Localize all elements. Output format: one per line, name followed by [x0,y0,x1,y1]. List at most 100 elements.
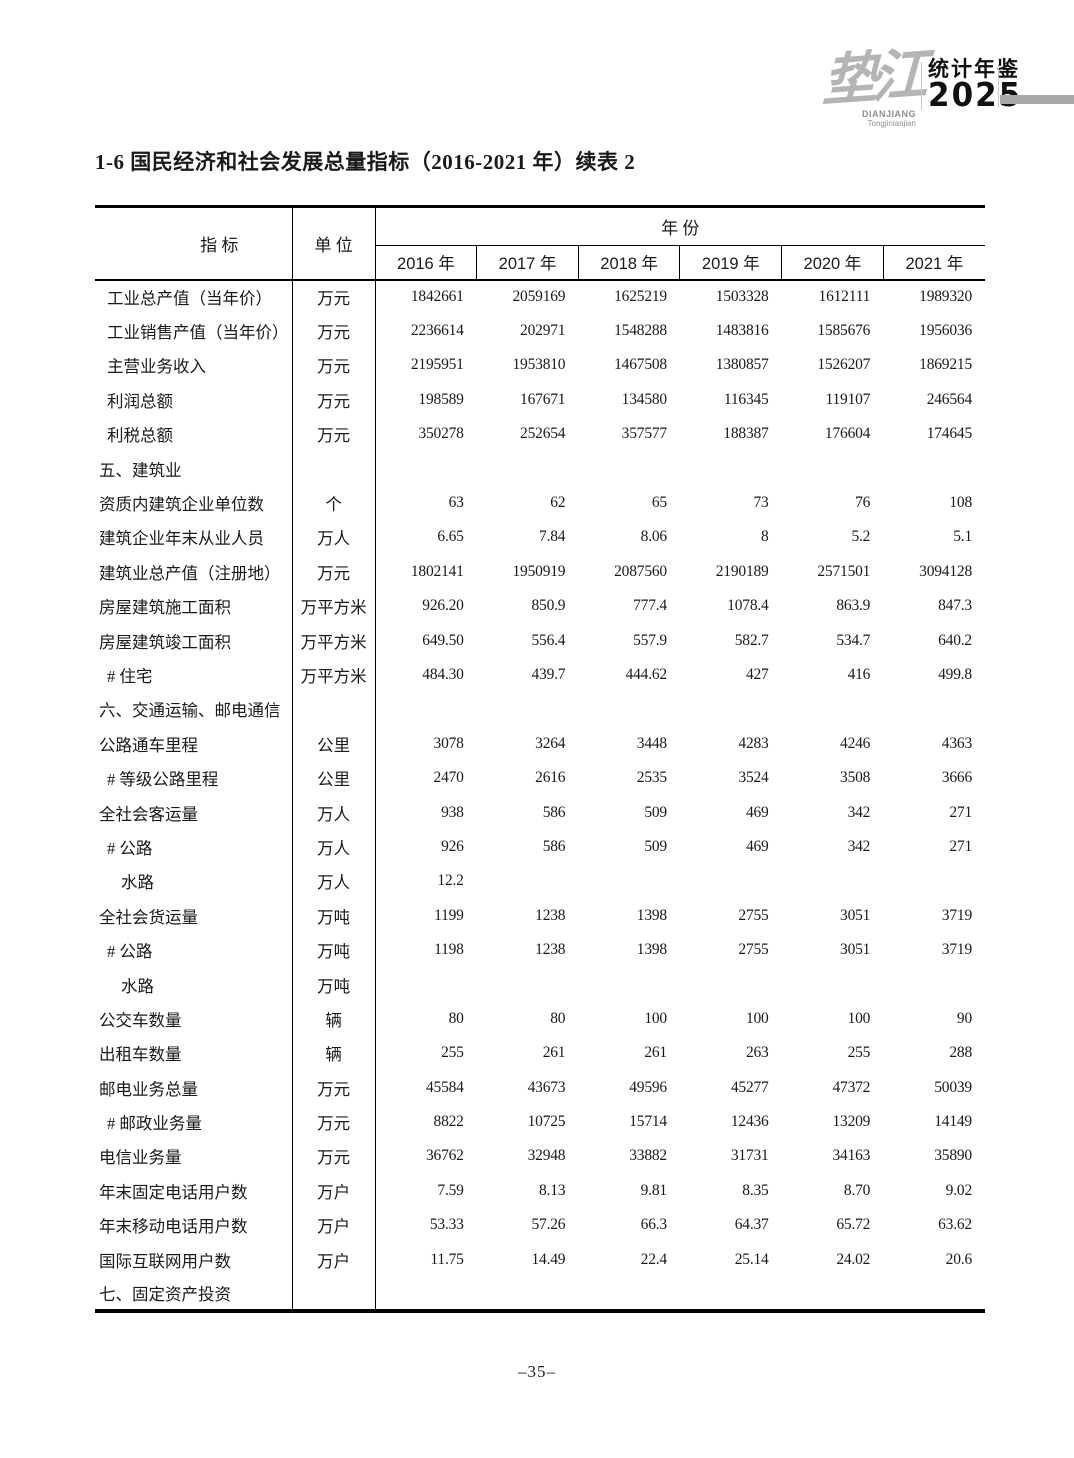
value-cell: 938 [441,803,464,821]
value-cell: 15714 [629,1113,667,1131]
value-cell: 3524 [738,769,769,787]
value-cell: 271 [949,803,972,821]
value-cell [375,692,477,726]
value-cell: 1956036 [919,322,972,340]
value-cell: 342 [847,837,871,855]
logo-right-divider [998,64,999,108]
indicator-label: 五、建筑业 [95,451,293,486]
indicator-label: 水路 [95,967,293,1002]
value-cell: 252654 [520,425,566,443]
indicator-label: # 等级公路里程 [95,760,293,796]
value-cell: 357577 [621,425,668,443]
value-cell: 850.9 [531,597,566,615]
table-row: 建筑企业年末从业人员 万人 6.65 7.84 8.06 8 5.2 5.1 [95,520,985,555]
year-header-2017: 2017 年 [476,245,579,281]
value-cell [477,864,579,898]
year-group-header: 年 份 [375,206,985,246]
value-cell: 7.59 [437,1181,464,1199]
year-header-2019: 2019 年 [679,245,783,281]
value-cell [680,967,782,1001]
value-cell: 2236614 [410,322,464,340]
value-cell: 263 [745,1044,769,1062]
value-cell [782,692,884,726]
value-cell: 288 [949,1044,972,1062]
value-cell: 640.2 [938,631,972,649]
statistics-table: 指 标 单 位 年 份 2016 年 2017 年 2018 年 2019 年 … [95,205,985,1314]
value-cell [578,864,680,898]
value-cell: 49596 [629,1078,667,1096]
value-cell: 13209 [832,1113,871,1131]
table-row: 国际互联网用户数 万户 11.75 14.49 22.4 25.14 24.02 20.6 [95,1242,985,1277]
table-row: # 住宅 万平方米 484.30 439.7 444.62 427 416 499.8 [95,657,985,693]
value-cell: 3719 [941,906,972,924]
value-cell: 119107 [825,390,871,408]
value-cell: 2755 [738,906,769,924]
page-number: –35– [518,1362,556,1381]
value-cell: 6.65 [437,528,464,546]
table-row: 六、交通运输、邮电通信 [95,692,985,727]
table-row: 全社会货运量 万吨 1199 1238 1398 2755 3051 3719 [95,898,985,933]
table-row: 公路通车里程 公里 3078 3264 3448 4283 4246 4363 [95,726,985,761]
value-cell: 14149 [934,1113,972,1131]
value-cell: 47372 [832,1078,871,1096]
indicator-label: 电信业务量 [95,1139,293,1174]
unit-cell: 万吨 [292,967,376,1002]
value-cell: 2195951 [410,356,464,374]
value-cell: 100 [847,1009,871,1027]
value-cell: 427 [745,665,769,683]
value-cell: 2755 [738,941,769,959]
value-cell [883,1277,985,1311]
value-cell: 5.1 [953,528,972,546]
value-cell: 202971 [520,322,566,340]
value-cell [782,967,884,1001]
table-row: 利税总额 万元 350278 252654 357577 188387 176604 1746… [95,417,985,452]
table-row: 公交车数量辆 80 80 100 100 100 90 [95,1001,985,1037]
value-cell: 100 [644,1009,667,1027]
table-row: 房屋建筑竣工面积 万平方米 649.50 556.4 557.9 582.7 534.7 64… [95,623,985,658]
value-cell: 1380857 [715,356,769,374]
value-cell: 1585676 [817,322,871,340]
table-row: 邮电业务总量 万元 45584 43673 49596 45277 47372 50039 [95,1070,985,1105]
unit-cell: 辆 [292,1001,376,1037]
value-cell: 35890 [934,1147,972,1165]
value-cell: 11.75 [430,1250,464,1268]
table-row: 工业销售产值（当年价） 万元 2236614 202971 1548288 1483816… [95,313,985,349]
value-cell: 76 [855,494,871,512]
value-cell: 43673 [527,1078,566,1096]
indicator-label: 资质内建筑企业单位数 [95,485,293,521]
indicator-column-header: 指 标 [95,206,293,281]
value-cell: 439.7 [531,665,566,683]
unit-cell: 万元 [292,417,376,452]
value-cell: 1398 [636,906,667,924]
indicator-label: 出租车数量 [95,1036,293,1071]
unit-cell: 万人 [292,795,376,830]
value-cell: 32948 [527,1147,566,1165]
value-cell: 2616 [535,769,566,787]
value-cell: 57.26 [531,1216,566,1234]
unit-cell: 万户 [292,1242,376,1277]
value-cell [782,1277,884,1311]
value-cell: 3078 [433,734,464,752]
logo-gray-bar [1000,95,1074,104]
header-row-top: 指 标 单 位 年 份 [95,206,985,281]
value-cell [578,967,680,1001]
table-row: # 等级公路里程 公里 2470 2616 2535 3524 3508 3666 [95,760,985,796]
table-row: 主营业务收入 万元 2195951 1953810 1467508 1380857 1526… [95,348,985,383]
value-cell: 10725 [527,1113,566,1131]
indicator-label: 房屋建筑施工面积 [95,589,293,624]
value-cell: 255 [441,1044,464,1062]
value-cell: 63 [448,494,464,512]
value-cell: 342 [847,803,871,821]
table-row: 年末移动电话用户数 万户 53.33 57.26 66.3 64.37 65.72 63.62 [95,1208,985,1243]
value-cell: 556.4 [531,631,566,649]
header-row-years: 2016 年 2017 年 2018 年 2019 年 2020 年 2021 … [95,245,985,281]
indicator-label: # 邮政业务量 [95,1104,293,1140]
value-cell: 509 [644,837,667,855]
indicator-label: 国际互联网用户数 [95,1242,293,1277]
value-cell: 469 [745,837,769,855]
value-cell: 31731 [730,1147,769,1165]
value-cell: 45584 [425,1078,464,1096]
value-cell: 116345 [723,390,769,408]
value-cell [578,1277,680,1311]
unit-cell: 万平方米 [292,589,376,624]
